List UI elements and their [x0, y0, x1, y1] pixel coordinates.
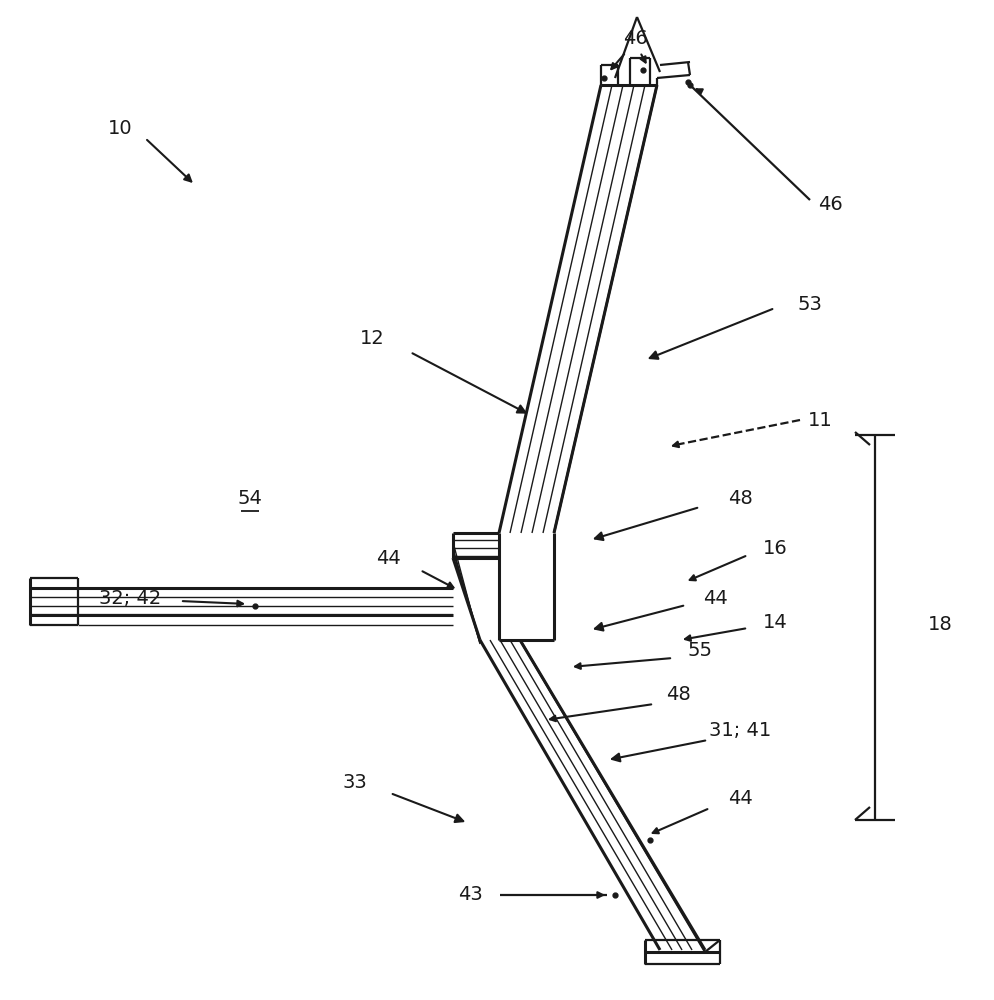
- Text: 48: 48: [666, 686, 691, 704]
- Text: 12: 12: [360, 328, 385, 348]
- Text: 44: 44: [703, 588, 728, 607]
- Text: 18: 18: [927, 615, 952, 635]
- Text: 44: 44: [376, 548, 401, 568]
- Text: 44: 44: [728, 788, 752, 808]
- Text: 46: 46: [622, 28, 647, 47]
- Text: 54: 54: [238, 488, 262, 508]
- Text: 33: 33: [343, 772, 368, 792]
- Text: 11: 11: [808, 410, 832, 430]
- Text: 10: 10: [107, 118, 132, 137]
- Text: 55: 55: [688, 641, 713, 660]
- Text: 53: 53: [797, 296, 822, 314]
- Text: 16: 16: [762, 538, 787, 558]
- Text: 14: 14: [762, 612, 787, 632]
- Text: 43: 43: [457, 886, 482, 904]
- Text: 48: 48: [728, 488, 752, 508]
- Text: 46: 46: [818, 196, 842, 215]
- Text: 31; 41: 31; 41: [709, 720, 771, 740]
- Text: 32; 42: 32; 42: [98, 588, 161, 607]
